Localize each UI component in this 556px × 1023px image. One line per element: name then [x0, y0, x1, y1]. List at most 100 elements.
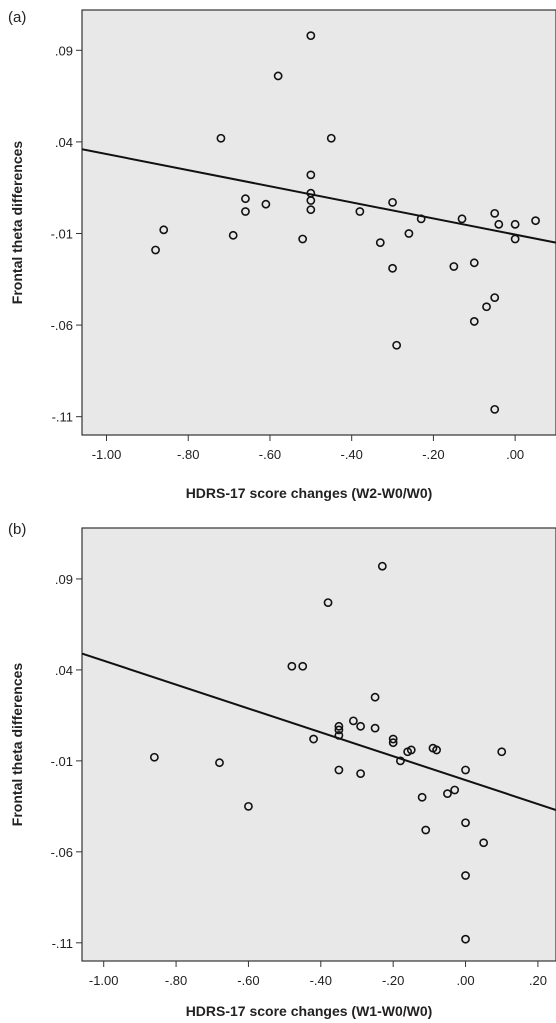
chart-b-y-tick-label: .04 [55, 663, 73, 678]
chart-a-data-point [404, 229, 414, 238]
chart-b-data-point [348, 716, 358, 726]
chart-a-data-point [490, 404, 500, 414]
chart-a-data-point [490, 293, 500, 303]
chart-b-x-tick-label: -.80 [165, 973, 187, 988]
chart-b-data-point [323, 598, 333, 607]
chart-b-data-point [370, 692, 380, 702]
chart-b: (b) .09 .04 -.01 -.06 -.11 -1.00 -.80 -.60 -.40 -.… [8, 521, 556, 1019]
chart-a-data-point [306, 196, 316, 205]
chart-b-x-tick-label: -.20 [382, 973, 404, 988]
chart-b-data-point [244, 801, 253, 811]
chart-b-data-point [417, 792, 427, 802]
chart-a-data-point [510, 234, 520, 244]
chart-a-y-tick-label: -.11 [52, 410, 73, 425]
chart-a-data-point [388, 263, 397, 273]
chart-b-x-axis-title: HDRS-17 score changes (W1-W0/W0) [186, 1003, 433, 1019]
chart-b-y-tick-label: -.11 [52, 936, 73, 951]
chart-a-data-point [241, 194, 250, 204]
chart-a-data-point [306, 31, 316, 41]
chart-a-data-point [482, 302, 491, 312]
chart-b-data-point [334, 731, 344, 740]
chart-a-plot-area [81, 9, 556, 436]
chart-b-data-point [356, 721, 366, 731]
chart-a-x-axis-title: HDRS-17 score changes (W2-W0/W0) [186, 485, 433, 501]
chart-b-data-point [149, 752, 159, 762]
chart-a-y-tick-label: -.01 [51, 226, 73, 241]
chart-a-data-point [457, 214, 467, 224]
chart-b-data-point [370, 723, 380, 733]
chart-a-data-point [355, 207, 365, 216]
chart-a-data-point [375, 238, 385, 248]
chart-a-fit-line [82, 148, 556, 244]
chart-a-data-point [449, 262, 459, 271]
chart-a-y-tick-label: .04 [55, 135, 73, 150]
chart-b-data-point [432, 745, 441, 755]
chart-b-data-point [443, 789, 452, 799]
chart-a-data-point [273, 71, 283, 81]
chart-b-data-point [479, 838, 489, 848]
chart-b-x-tick-label: .20 [529, 973, 547, 988]
chart-a-data-point [490, 208, 500, 218]
chart-a-x-tick-label: -.40 [340, 447, 362, 462]
chart-b-data-point [356, 769, 366, 779]
chart-a-y-tick-label: .09 [55, 43, 73, 58]
chart-b-y-tick-label: -.06 [51, 845, 73, 860]
chart-b-data-point [406, 745, 416, 755]
chart-a-data-point [216, 133, 226, 143]
chart-b-x-tick-label: -.60 [237, 973, 259, 988]
chart-b-data-point [497, 747, 507, 757]
chart-a-data-point [298, 234, 308, 244]
chart-b-data-point [334, 721, 344, 731]
chart-b-data-point [450, 785, 460, 795]
chart-b-data-point [461, 818, 470, 828]
chart-a-data-point [494, 219, 504, 229]
chart-b-y-tick-label: .09 [55, 572, 73, 587]
chart-a-data-point [306, 205, 316, 215]
chart-b-data-point [334, 765, 344, 775]
chart-b-data-point [461, 765, 470, 775]
chart-a-data-point [469, 317, 479, 326]
chart-b-x-tick-label: -.40 [310, 973, 332, 988]
chart-b-data-point [396, 756, 405, 766]
chart-a-data-point [392, 340, 402, 350]
chart-b-fit-line [82, 652, 556, 811]
chart-a-data-point [241, 207, 250, 216]
chart-a-x-tick-label: -.80 [177, 447, 199, 462]
chart-a-x-tick-label: .00 [506, 447, 524, 462]
chart-a-x-tick-label: -.20 [422, 447, 444, 462]
chart-b-plot-area [81, 527, 556, 962]
chart-b-data-point [461, 871, 470, 880]
chart-a-data-point [159, 225, 169, 235]
chart-b-y-axis-title: Frontal theta differences [9, 663, 25, 827]
chart-a-panel-label: (a) [8, 9, 26, 26]
chart-a-x-tick-label: -.60 [259, 447, 281, 462]
chart-a-data-point [306, 170, 316, 180]
chart-a-data-point [261, 199, 271, 209]
chart-b-data-point [298, 661, 308, 671]
chart-b-panel-label: (b) [8, 521, 26, 538]
chart-b-data-point [334, 725, 344, 735]
chart-a-y-tick-label: -.06 [51, 318, 73, 333]
chart-b-y-tick-label: -.01 [51, 754, 73, 769]
chart-a-data-point [326, 133, 336, 143]
chart-b-data-point [215, 758, 224, 768]
chart-b-data-point [388, 734, 398, 744]
chart-a-data-point [510, 219, 520, 229]
chart-b-data-point [461, 934, 470, 944]
chart-a-y-axis-title: Frontal theta differences [9, 141, 25, 305]
chart-b-data-point [421, 825, 431, 835]
chart-a-data-point [469, 258, 479, 268]
chart-b-data-point [287, 661, 297, 671]
chart-b-x-tick-label: -1.00 [89, 973, 119, 988]
chart-a-x-tick-label: -1.00 [92, 447, 122, 462]
chart-a: (a) .09 .04 -.01 -.06 -.11 -1.00 -.80 -.60 -.40 -.… [8, 9, 556, 501]
chart-b-data-point [388, 738, 398, 748]
chart-b-data-point [309, 734, 318, 744]
chart-b-data-point [377, 561, 387, 571]
chart-a-data-point [531, 216, 540, 226]
chart-a-data-point [151, 245, 160, 255]
chart-a-data-point [228, 230, 238, 240]
chart-a-data-point [388, 197, 397, 207]
chart-a-data-point [416, 214, 426, 224]
